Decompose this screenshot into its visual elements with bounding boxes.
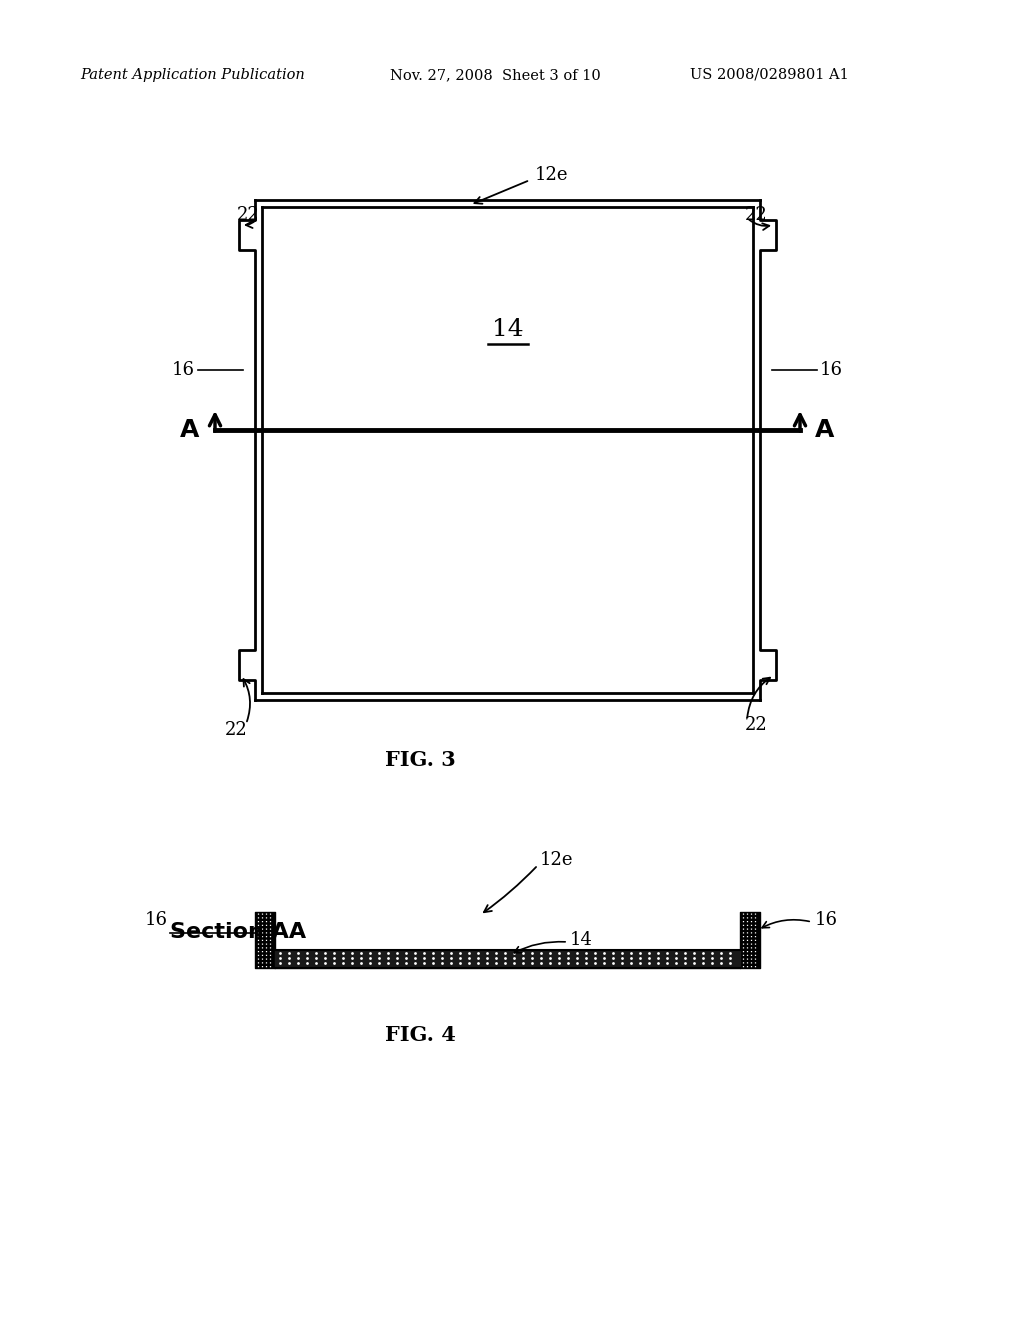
Text: 14: 14 [492,318,523,342]
Text: Section AA: Section AA [170,921,306,942]
Text: US 2008/0289801 A1: US 2008/0289801 A1 [690,69,849,82]
Text: 12e: 12e [535,166,568,183]
Text: 22: 22 [238,206,260,224]
Text: 16: 16 [820,360,843,379]
Text: 12e: 12e [540,851,573,869]
Text: 14: 14 [570,931,593,949]
Text: FIG. 4: FIG. 4 [385,1026,456,1045]
Text: Patent Application Publication: Patent Application Publication [80,69,305,82]
Text: Nov. 27, 2008  Sheet 3 of 10: Nov. 27, 2008 Sheet 3 of 10 [390,69,601,82]
Text: A: A [815,418,835,442]
Text: A: A [180,418,200,442]
Text: 22: 22 [745,206,768,224]
Text: 22: 22 [745,715,768,734]
Text: 22: 22 [225,721,248,739]
Text: 16: 16 [145,911,168,929]
Text: FIG. 3: FIG. 3 [385,750,456,770]
Text: 16: 16 [815,911,838,929]
Text: 16: 16 [172,360,195,379]
